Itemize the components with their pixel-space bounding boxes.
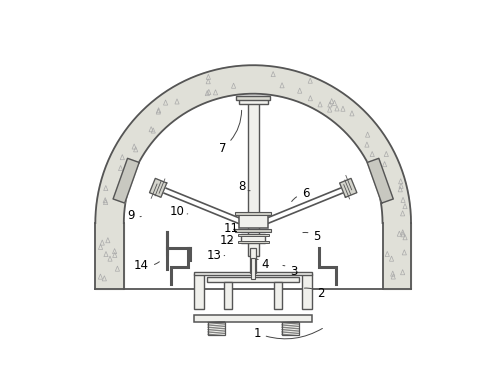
Text: 13: 13: [206, 249, 225, 262]
Text: 10: 10: [169, 205, 188, 218]
Text: 2: 2: [304, 287, 325, 300]
Text: 12: 12: [219, 234, 235, 247]
Bar: [238, 234, 269, 236]
Polygon shape: [124, 94, 382, 288]
Text: 1: 1: [253, 327, 323, 340]
Bar: [224, 282, 232, 309]
Bar: [282, 322, 298, 335]
Polygon shape: [113, 158, 139, 203]
Bar: [208, 322, 225, 335]
Bar: [194, 272, 313, 275]
Text: 8: 8: [238, 180, 250, 193]
Polygon shape: [95, 65, 411, 223]
Text: 9: 9: [127, 209, 141, 222]
Text: 14: 14: [134, 259, 160, 272]
Bar: [238, 241, 269, 243]
Polygon shape: [367, 158, 393, 203]
Bar: [241, 234, 265, 243]
Bar: [274, 282, 283, 309]
Bar: [302, 274, 313, 309]
Bar: [239, 96, 268, 105]
Text: 11: 11: [223, 222, 238, 235]
Bar: [207, 277, 299, 282]
Bar: [236, 229, 271, 232]
Polygon shape: [339, 178, 357, 197]
Bar: [194, 274, 204, 309]
Bar: [239, 214, 268, 228]
Bar: [250, 248, 256, 273]
Polygon shape: [150, 178, 167, 197]
Bar: [236, 96, 270, 100]
Text: 5: 5: [303, 231, 321, 244]
Polygon shape: [382, 223, 411, 288]
Bar: [194, 316, 313, 322]
Polygon shape: [95, 223, 124, 288]
Text: 4: 4: [257, 258, 268, 271]
Bar: [248, 98, 258, 256]
Text: 3: 3: [283, 265, 298, 278]
Text: 7: 7: [219, 110, 242, 155]
Bar: [251, 258, 255, 279]
Bar: [236, 212, 271, 215]
Text: 6: 6: [291, 187, 309, 201]
